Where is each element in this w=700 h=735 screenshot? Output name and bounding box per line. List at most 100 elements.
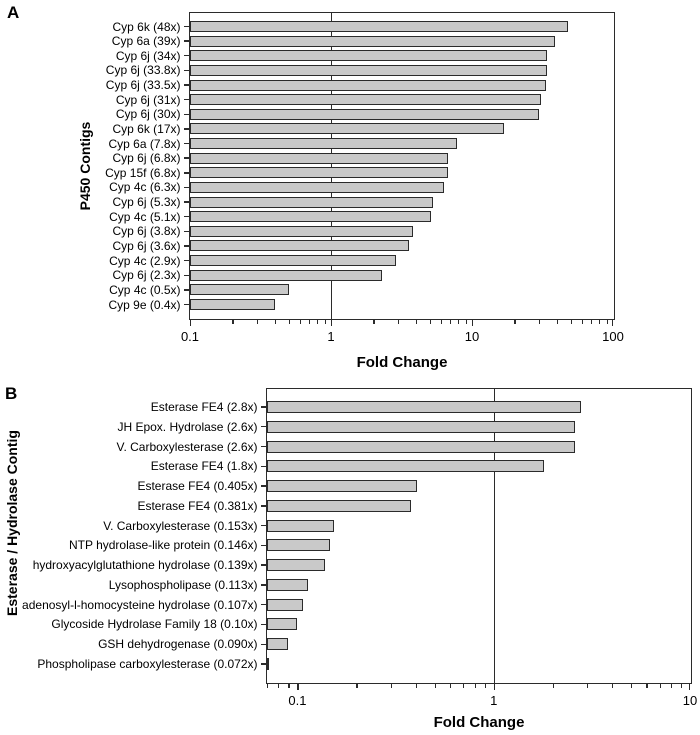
x-minor-tick: [324, 319, 326, 324]
panel-b-letter: B: [5, 384, 18, 403]
y-tick: [260, 505, 266, 507]
x-minor-tick: [458, 319, 460, 324]
category-label: Cyp 6j (6.8x): [112, 151, 181, 166]
y-tick: [260, 485, 266, 487]
category-label: Cyp 4c (5.1x): [109, 209, 181, 224]
y-tick: [183, 128, 189, 130]
x-minor-tick: [440, 319, 442, 324]
y-tick: [183, 69, 189, 72]
bar: [267, 598, 304, 611]
y-tick: [183, 186, 189, 189]
y-tick: [183, 230, 189, 233]
y-tick: [260, 564, 266, 566]
y-tick: [183, 84, 189, 86]
x-minor-tick: [606, 319, 608, 324]
bar: [267, 658, 270, 670]
category-label: Cyp 6j (33.8x): [105, 63, 181, 78]
x-tick-label: 100: [602, 329, 624, 344]
y-tick: [260, 623, 266, 626]
bar: [190, 138, 457, 150]
category-label: Cyp 9e (0.4x): [108, 297, 181, 312]
x-minor-tick: [599, 319, 601, 324]
x-minor-tick: [288, 683, 290, 688]
category-label: JH Epox. Hydrolase (2.6x): [117, 419, 258, 434]
x-minor-tick: [570, 319, 572, 324]
x-minor-tick: [450, 319, 452, 324]
bar: [190, 94, 542, 106]
x-minor-tick: [398, 319, 400, 324]
bar: [267, 559, 326, 572]
y-tick: [183, 245, 189, 247]
x-minor-tick: [556, 319, 558, 324]
bar: [190, 152, 449, 164]
bar: [190, 240, 410, 252]
y-tick: [183, 201, 189, 203]
x-major-tick: [493, 683, 496, 690]
category-label: Cyp 6j (33.5x): [105, 78, 181, 93]
y-tick: [183, 142, 189, 145]
x-tick-label: 1: [490, 693, 498, 708]
category-label: Cyp 6j (3.6x): [112, 238, 181, 253]
y-tick: [183, 40, 189, 42]
category-label: Esterase FE4 (0.381x): [137, 498, 258, 513]
x-tick-label: 0.1: [288, 693, 307, 708]
panel-b-plot-area: Esterase FE4 (2.8x) JH Epox. Hydrolase (2…: [22, 388, 697, 708]
bar: [190, 255, 397, 267]
y-tick: [260, 524, 266, 527]
x-minor-tick: [681, 683, 683, 688]
x-minor-tick: [288, 319, 290, 324]
y-tick: [183, 172, 189, 174]
y-tick: [260, 584, 266, 586]
x-minor-tick: [415, 683, 417, 688]
y-tick: [183, 113, 189, 115]
x-minor-tick: [278, 683, 280, 688]
bar: [190, 64, 547, 76]
category-label: Cyp 6a (39x): [111, 34, 181, 49]
x-minor-tick: [309, 319, 311, 324]
x-minor-tick: [299, 319, 301, 324]
x-major-tick: [472, 319, 474, 326]
y-tick: [260, 663, 266, 665]
category-label: Esterase FE4 (1.8x): [150, 459, 258, 474]
category-label: Cyp 6j (31x): [115, 92, 181, 107]
x-minor-tick: [611, 683, 613, 688]
x-minor-tick: [552, 683, 554, 688]
bar: [267, 401, 582, 413]
x-minor-tick: [587, 683, 589, 688]
y-tick: [183, 274, 189, 276]
x-minor-tick: [463, 683, 465, 688]
bar: [190, 269, 382, 281]
bar: [190, 21, 569, 32]
x-minor-tick: [274, 319, 276, 324]
category-label: Phospholipase carboxylesterase (0.072x): [37, 657, 258, 671]
y-tick: [260, 426, 266, 428]
category-label: hydroxyacylglutathione hydrolase (0.139x…: [32, 558, 258, 573]
category-label: V. Carboxylesterase (0.153x): [103, 518, 258, 533]
y-tick: [183, 157, 189, 159]
y-tick: [260, 643, 266, 645]
x-major-tick: [297, 683, 299, 690]
y-tick: [260, 603, 266, 606]
x-minor-tick: [415, 319, 417, 324]
x-tick-label: 10: [464, 329, 480, 344]
x-major-tick: [331, 319, 333, 326]
panel-a-x-axis-title: Fold Change: [356, 354, 448, 371]
category-label: Esterase FE4 (2.8x): [150, 400, 258, 414]
category-label: Cyp 15f (6.8x): [105, 165, 181, 180]
bar: [190, 35, 556, 47]
bar: [190, 50, 547, 62]
bar: [267, 440, 576, 453]
category-label: Cyp 6j (5.3x): [112, 195, 181, 210]
x-major-tick: [612, 319, 614, 326]
x-tick-label: 10: [682, 693, 698, 708]
x-minor-tick: [581, 319, 583, 324]
category-label: Glycoside Hydrolase Family 18 (0.10x): [51, 617, 258, 632]
x-minor-tick: [429, 319, 431, 324]
category-label: Cyp 6k (48x): [112, 19, 181, 34]
category-label: GSH dehydrogenase (0.090x): [98, 637, 258, 652]
x-minor-tick: [591, 319, 593, 324]
bar: [190, 211, 431, 223]
y-tick: [260, 445, 266, 448]
x-minor-tick: [670, 683, 673, 688]
